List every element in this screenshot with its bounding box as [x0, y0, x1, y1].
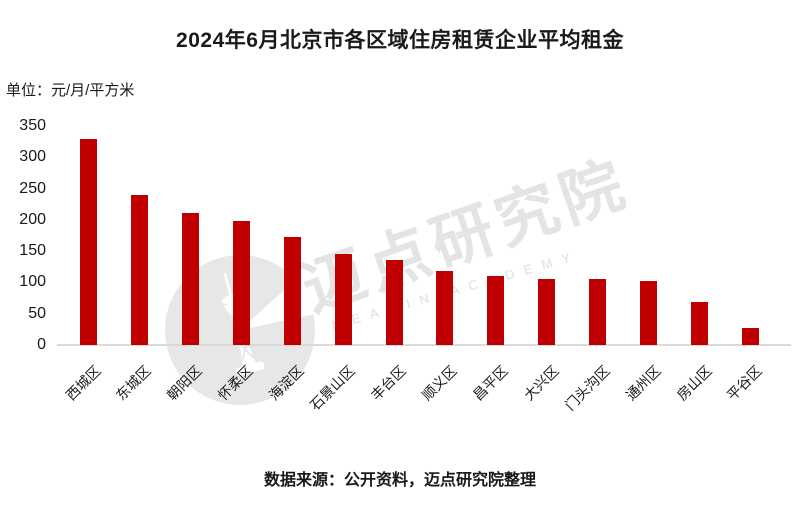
x-category-label: 怀柔区	[214, 362, 256, 404]
bar-门头沟区	[589, 279, 607, 345]
bar-大兴区	[538, 278, 556, 345]
y-tick-label: 250	[19, 179, 46, 197]
x-category-label: 丰台区	[367, 362, 409, 404]
x-category-label: 朝阳区	[164, 362, 206, 404]
x-category-label: 通州区	[622, 362, 664, 404]
x-category-label: 顺义区	[418, 362, 460, 404]
x-category-label: 平谷区	[724, 362, 766, 404]
unit-label: 单位：元/月/平方米	[6, 82, 135, 99]
x-category-label: 西城区	[62, 362, 104, 404]
x-category-label: 大兴区	[520, 362, 562, 404]
bar-海淀区	[283, 237, 301, 345]
bar-丰台区	[385, 259, 403, 345]
y-tick-label: 150	[19, 242, 46, 260]
bar-平谷区	[741, 328, 759, 345]
bar-顺义区	[436, 270, 454, 345]
bar-西城区	[80, 138, 97, 345]
bar-通州区	[640, 280, 658, 345]
x-category-label: 东城区	[113, 362, 155, 404]
bar-房山区	[691, 302, 709, 345]
y-tick-label: 50	[28, 304, 46, 322]
bar-朝阳区	[181, 212, 199, 345]
bar-东城区	[130, 194, 148, 345]
source-note: 数据来源：公开资料，迈点研究院整理	[263, 472, 536, 489]
y-tick-label: 300	[19, 148, 46, 166]
x-category-label: 房山区	[673, 362, 715, 404]
x-category-label: 门头沟区	[561, 362, 613, 414]
y-tick-label: 200	[19, 210, 46, 228]
y-tick-label: 0	[37, 336, 46, 353]
x-axis-line	[57, 344, 791, 346]
bar-石景山区	[334, 254, 352, 345]
chart-title: 2024年6月北京市各区域住房租赁企业平均租金	[176, 29, 624, 52]
y-tick-label: 100	[19, 273, 46, 291]
x-category-label: 昌平区	[469, 362, 511, 404]
y-tick-label: 350	[19, 117, 46, 134]
bar-怀柔区	[232, 221, 250, 345]
bar-昌平区	[487, 276, 505, 345]
x-category-label: 石景山区	[306, 362, 358, 414]
x-category-label: 海淀区	[265, 362, 307, 404]
